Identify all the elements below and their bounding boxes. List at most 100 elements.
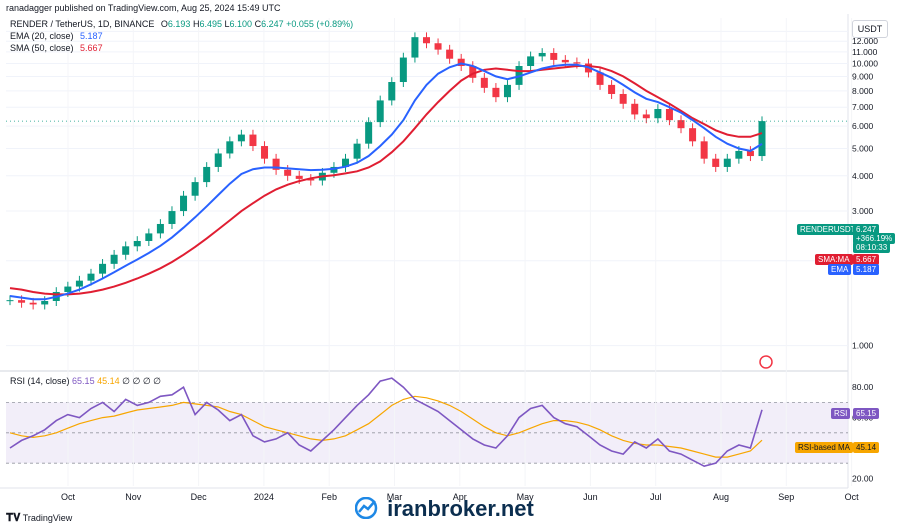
ema-legend-value: 5.187: [80, 31, 103, 41]
candle-body: [399, 57, 407, 83]
candle-body: [249, 134, 257, 147]
rsi-ma-legend-value: 45.14: [97, 376, 120, 386]
candle-body: [573, 62, 581, 64]
candle-body: [191, 182, 199, 196]
symbol-price-tag: RENDERUSDT: [797, 224, 859, 235]
sma-axis-value: 5.667: [853, 254, 880, 265]
candle-body: [365, 122, 373, 144]
price-tick-label: 5.000: [852, 143, 874, 153]
candle-body: [156, 223, 164, 234]
tradingview-logo[interactable]: 𝐓𝐕 TradingView: [6, 512, 72, 525]
ema-axis-value: 5.187: [853, 264, 880, 275]
candle-body: [18, 300, 26, 303]
close-label: C: [254, 19, 262, 29]
candle-body: [735, 150, 743, 159]
tv-text: TradingView: [22, 513, 73, 523]
sma-legend-value: 5.667: [80, 43, 103, 53]
candle-body: [619, 93, 627, 104]
last-price-tag: 6.247: [853, 224, 880, 235]
time-tick-label: Sep: [778, 492, 794, 502]
candle-body: [99, 263, 107, 274]
currency-button[interactable]: USDT: [852, 20, 888, 38]
rsi-ma-axis-label: RSI-based MA: [795, 442, 854, 453]
price-tick-label: 1.000: [852, 341, 874, 351]
candle-body: [342, 158, 350, 167]
time-tick-label: Jun: [583, 492, 598, 502]
candle-body: [654, 108, 662, 119]
ema-line: [9, 62, 763, 301]
candle-body: [307, 178, 315, 181]
countdown-tag: 08:10:33: [853, 242, 891, 253]
candle-body: [110, 254, 118, 264]
time-tick-label: 2024: [254, 492, 274, 502]
flash-icon: [759, 355, 773, 369]
price-tick-label: 3.000: [852, 206, 874, 216]
price-tick-label: 6.000: [852, 121, 874, 131]
price-tick-label: 11.000: [852, 47, 878, 57]
candle-body: [388, 82, 396, 101]
candle-body: [376, 100, 384, 123]
low-label: L: [224, 19, 230, 29]
price-tick-label: 9.000: [852, 71, 874, 81]
close-value: 6.247: [261, 19, 284, 29]
rsi-legend-label[interactable]: RSI (14, close): [10, 376, 70, 386]
candle-body: [527, 56, 535, 67]
candle-body: [75, 280, 83, 287]
watermark-brand: iranbroker.net: [354, 496, 534, 522]
candle-body: [550, 52, 558, 60]
candle-body: [665, 108, 673, 121]
tv-icon: 𝐓𝐕: [6, 512, 21, 524]
candle-body: [538, 52, 546, 57]
candle-body: [712, 158, 720, 167]
published-info: ranadagger published on TradingView.com,…: [6, 3, 281, 13]
price-tick-label: 12.000: [852, 36, 878, 46]
candle-body: [642, 114, 650, 119]
ema-legend-label[interactable]: EMA (20, close): [10, 31, 74, 41]
rsi-ma-axis-value: 45.14: [853, 442, 880, 453]
candle-body: [677, 120, 685, 129]
candle-body: [353, 143, 361, 159]
time-tick-label: May: [517, 492, 535, 502]
candle-body: [272, 158, 280, 170]
candle-body: [746, 150, 754, 157]
sma-line: [9, 65, 763, 296]
rsi-legend: RSI (14, close) 65.15 45.14 ∅ ∅ ∅ ∅: [10, 376, 161, 387]
time-tick-label: Feb: [321, 492, 337, 502]
candle-body: [284, 169, 292, 176]
ema-axis-label: EMA: [828, 264, 852, 275]
open-value: 6.193: [167, 19, 191, 29]
price-tick-label: 8.000: [852, 86, 874, 96]
main-legend: RENDER / TetherUS, 1D, BINANCE O6.193 H6…: [10, 18, 353, 54]
candle-body: [411, 37, 419, 58]
time-tick-label: Dec: [191, 492, 208, 502]
candle-body: [180, 195, 188, 212]
price-tick-label: 10.000: [852, 59, 878, 69]
time-tick-label: Oct: [845, 492, 860, 502]
candle-body: [492, 87, 500, 98]
candle-body: [226, 141, 234, 154]
candle-body: [422, 37, 430, 44]
high-label: H: [192, 19, 200, 29]
candle-body: [503, 84, 511, 98]
rsi-axis-value: 65.15: [853, 408, 880, 419]
time-tick-label: Aug: [713, 492, 729, 502]
rsi-legend-value: 65.15: [72, 376, 95, 386]
candle-body: [6, 300, 14, 302]
time-tick-label: Jul: [650, 492, 662, 502]
candle-body: [330, 166, 338, 173]
candle-body: [214, 153, 222, 167]
candle-body: [480, 77, 488, 88]
symbol-title[interactable]: RENDER / TetherUS, 1D, BINANCE: [10, 19, 155, 29]
candle-body: [145, 233, 153, 241]
sma-legend-label[interactable]: SMA (50, close): [10, 43, 74, 53]
candle-body: [203, 166, 211, 183]
price-tick-label: 4.000: [852, 171, 874, 181]
candle-body: [295, 175, 303, 179]
candle-body: [758, 121, 766, 157]
time-tick-label: Mar: [387, 492, 403, 502]
candle-body: [608, 84, 616, 94]
candle-body: [596, 72, 604, 85]
candle-body: [434, 43, 442, 50]
candle-body: [469, 66, 477, 78]
